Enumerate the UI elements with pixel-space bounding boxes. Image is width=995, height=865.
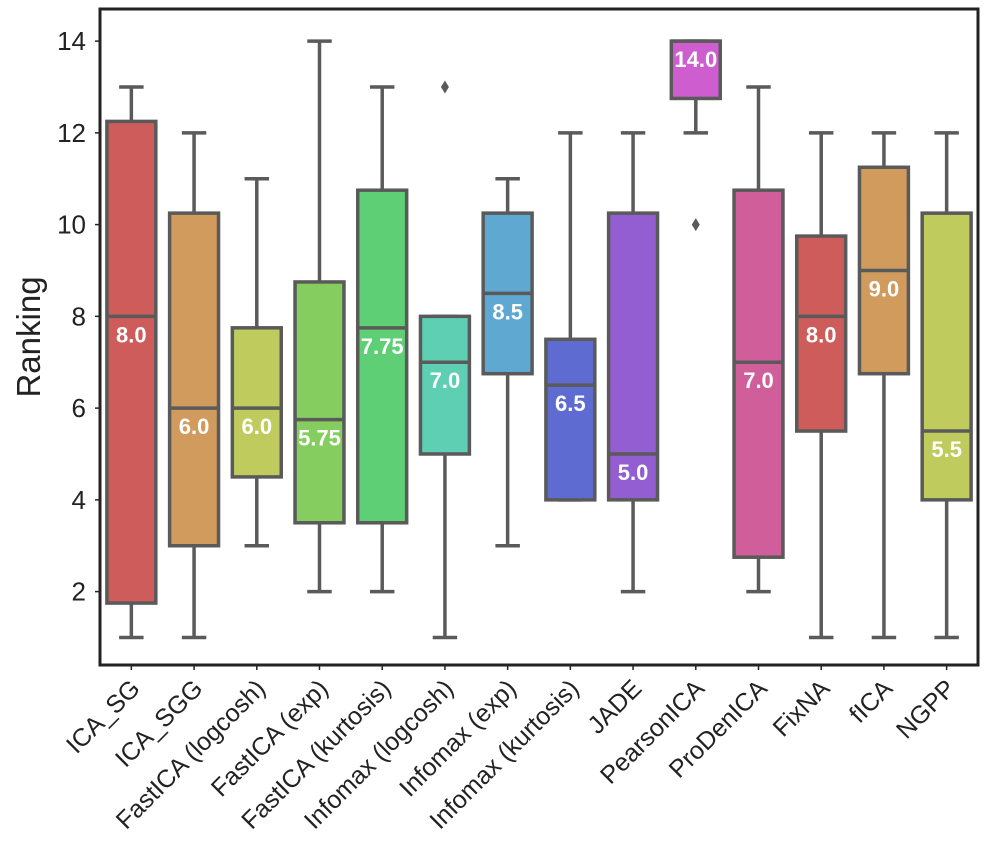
y-tick-label: 10 <box>57 210 86 240</box>
box <box>606 211 660 502</box>
median-label: 9.0 <box>869 276 900 301</box>
y-tick-label: 2 <box>72 577 86 607</box>
median-label: 6.5 <box>555 391 586 416</box>
outlier-point <box>691 218 700 232</box>
box <box>167 211 221 548</box>
box-group-prodenica: 7.0 <box>732 85 785 594</box>
box-group-ica-sgg: 6.0 <box>167 131 221 640</box>
box <box>356 188 409 525</box>
box-group-pearsonica: 14.0 <box>669 39 722 232</box>
outlier-point <box>440 80 449 94</box>
median-label: 8.0 <box>116 322 147 347</box>
median-label: 8.0 <box>806 322 837 347</box>
median-label: 5.0 <box>618 460 649 485</box>
y-tick-label: 14 <box>57 26 86 56</box>
box <box>418 314 472 456</box>
median-label: 6.0 <box>241 414 272 439</box>
box-group-fica: 9.0 <box>857 131 911 640</box>
box-group-infomax-exp: 8.5 <box>481 176 534 548</box>
box <box>230 326 283 479</box>
box <box>732 188 785 559</box>
box <box>544 337 597 502</box>
box-group-jade: 5.0 <box>606 131 660 594</box>
box-group-fastica-logcosh: 6.0 <box>230 176 283 548</box>
y-tick-label: 4 <box>72 485 86 515</box>
box-group-fastica-kurtosis: 7.75 <box>356 85 409 594</box>
y-axis-label: Ranking <box>10 276 47 397</box>
y-tick-label: 12 <box>57 118 86 148</box>
median-label: 8.5 <box>492 299 523 324</box>
y-axis: 2 4 6 8 10 12 14 <box>57 26 100 607</box>
plot-frame <box>98 7 980 667</box>
box <box>795 234 848 433</box>
x-tick-label: FixNA <box>768 674 836 742</box>
box-group-infomax-logcosh: 7.0 <box>418 80 472 640</box>
y-tick-label: 8 <box>72 301 86 331</box>
y-tick-label: 6 <box>72 393 86 423</box>
box-group-ngpp: 5.5 <box>920 131 973 640</box>
median-label: 7.0 <box>743 368 774 393</box>
median-label: 5.75 <box>298 426 341 451</box>
median-label: 5.5 <box>931 437 962 462</box>
median-label: 14.0 <box>674 47 717 72</box>
box-group-infomax-kurtosis: 6.5 <box>544 131 597 502</box>
x-tick-label: fICA <box>844 674 898 728</box>
box-group-fixna: 8.0 <box>795 131 848 640</box>
x-tick-label: NGPP <box>891 674 961 744</box>
boxes-layer: 8.0 6.0 6.0 5.75 7.75 7.0 8.5 6.5 5.0 14.0 7.0 8.0 9… <box>105 39 973 640</box>
box <box>105 119 158 605</box>
box-group-fastica-exp: 5.75 <box>293 39 346 594</box>
box <box>920 211 973 502</box>
median-label: 6.0 <box>179 414 210 439</box>
median-label: 7.75 <box>361 334 404 359</box>
box <box>293 280 346 525</box>
median-label: 7.0 <box>430 368 461 393</box>
box <box>669 39 722 101</box>
box-group-ica-sg: 8.0 <box>105 85 158 640</box>
